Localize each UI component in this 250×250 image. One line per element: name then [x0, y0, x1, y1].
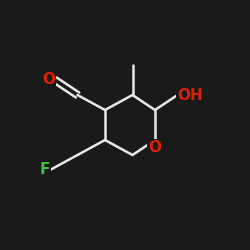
Text: O: O: [42, 72, 55, 88]
Text: F: F: [40, 162, 50, 178]
Text: OH: OH: [178, 88, 203, 102]
Text: O: O: [148, 140, 162, 155]
